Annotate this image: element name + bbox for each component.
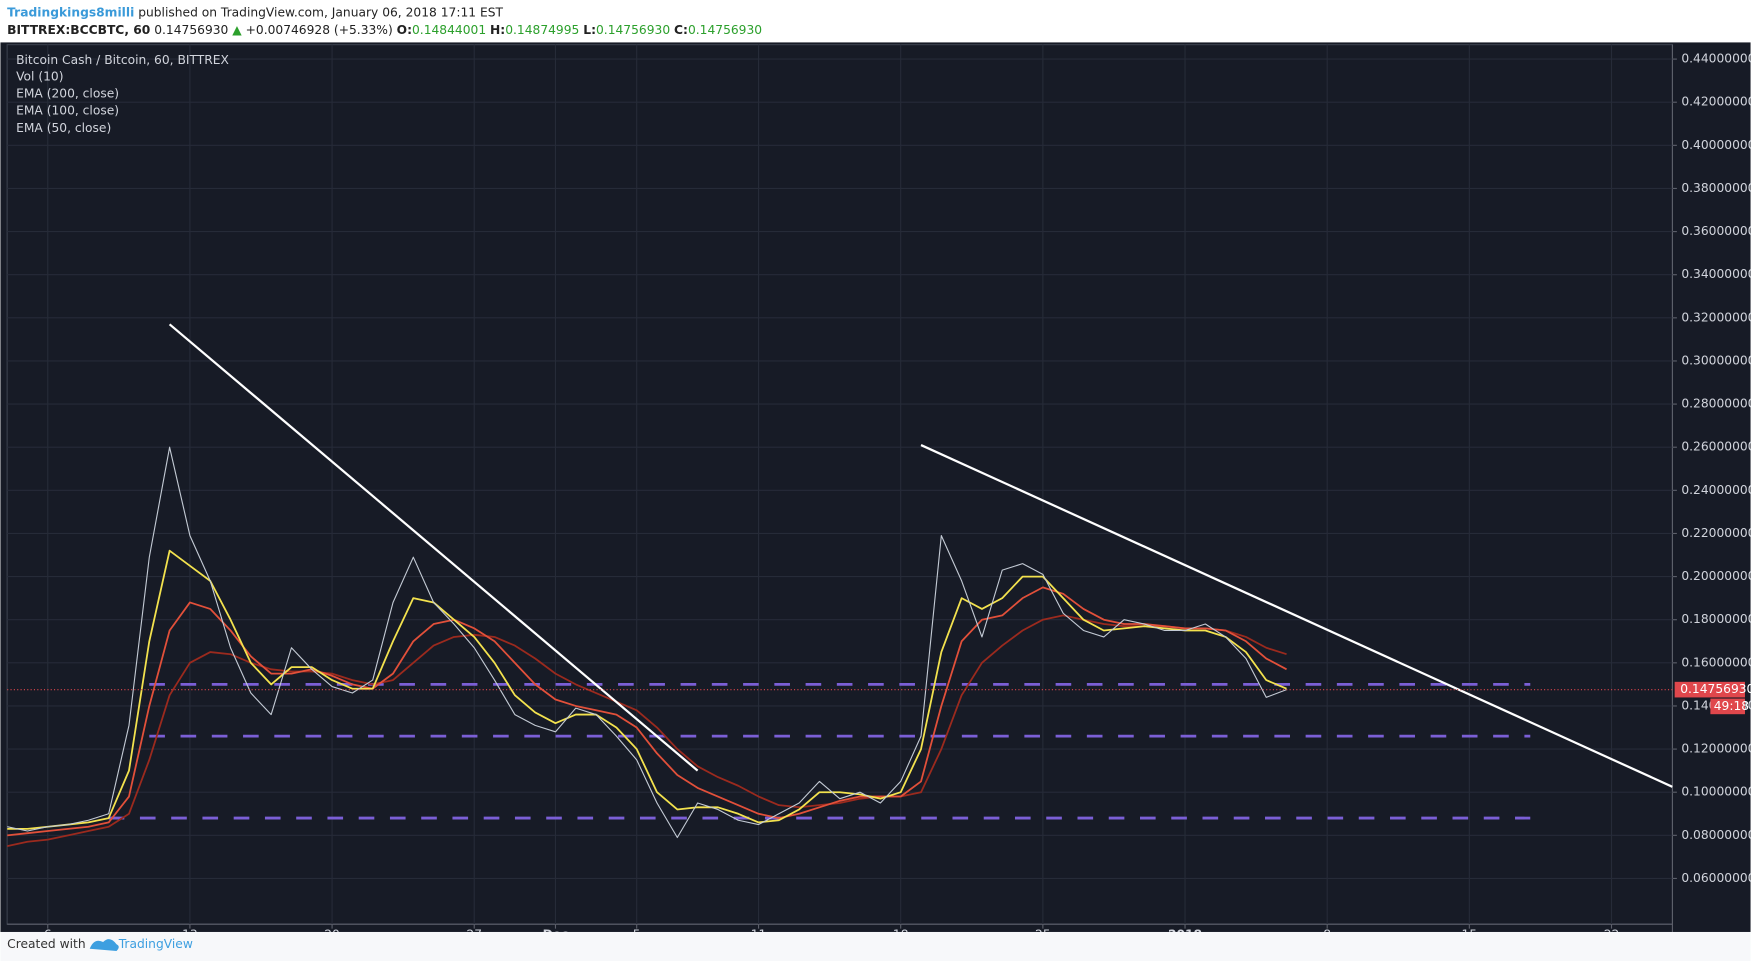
y-tick-label: 0.34000000 <box>1681 267 1751 281</box>
ema-line <box>7 549 1287 830</box>
price: 0.14756930 <box>154 23 228 37</box>
arrow: ▲ <box>232 23 242 37</box>
y-tick-label: 0.40000000 <box>1681 138 1751 152</box>
footer-bar <box>0 931 1751 961</box>
countdown-box <box>1710 698 1745 715</box>
plot-area <box>7 323 1673 847</box>
header-line: Tradingkings8milli published on TradingV… <box>7 5 503 19</box>
symbol-line: BITTREX:BCCBTC, 60 0.14756930 ▲ +0.00746… <box>7 23 762 37</box>
legend-entry: EMA (100, close) <box>16 104 119 118</box>
symbol: BITTREX:BCCBTC, 60 <box>7 23 150 37</box>
close-label: C: <box>674 23 688 37</box>
axes: 0.06000000 0.08000000 0.10000000 0.12000000… <box>44 52 1751 942</box>
y-tick-label: 0.28000000 <box>1681 397 1751 411</box>
chart-title: Bitcoin Cash / Bitcoin, 60, BITTREX <box>16 53 229 67</box>
y-tick-label: 0.24000000 <box>1681 483 1751 497</box>
countdown: 49:18 <box>1714 699 1749 713</box>
y-tick-label: 0.38000000 <box>1681 181 1751 195</box>
last-price-box <box>1674 681 1745 698</box>
y-tick-label: 0.18000000 <box>1681 612 1751 626</box>
low: 0.14756930 <box>596 23 670 37</box>
volume-legend: Vol (10) <box>16 70 63 84</box>
y-tick-label: 0.20000000 <box>1681 569 1751 583</box>
legend-entry: EMA (50, close) <box>16 121 111 135</box>
open-label: O: <box>397 23 412 37</box>
y-tick-label: 0.10000000 <box>1681 785 1751 799</box>
trend-line <box>920 444 1673 788</box>
high-label: H: <box>490 23 505 37</box>
last-price-label: 0.14756930 <box>1680 682 1751 696</box>
published: published on TradingView.com, January 06… <box>138 5 503 19</box>
y-tick-label: 0.26000000 <box>1681 440 1751 454</box>
y-tick-label: 0.06000000 <box>1681 871 1751 885</box>
legend-entry: EMA (200, close) <box>16 86 119 100</box>
ema-line <box>7 586 1287 837</box>
y-tick-label: 0.16000000 <box>1681 655 1751 669</box>
open: 0.14844001 <box>412 23 486 37</box>
grid <box>7 44 1673 925</box>
y-tick-label: 0.22000000 <box>1681 526 1751 540</box>
brand-logo <box>89 939 119 951</box>
change: +0.00746928 (+5.33%) <box>246 23 393 37</box>
low-label: L: <box>583 23 596 37</box>
y-tick-label: 0.42000000 <box>1681 95 1751 109</box>
close: 0.14756930 <box>688 23 762 37</box>
y-tick-label: 0.44000000 <box>1681 52 1751 66</box>
y-tick-label: 0.30000000 <box>1681 353 1751 367</box>
price-line <box>7 446 1287 839</box>
high: 0.14874995 <box>505 23 579 37</box>
footer-brand[interactable]: TradingView <box>118 937 193 951</box>
chart-panel <box>0 42 1751 932</box>
ema-line <box>7 614 1287 847</box>
y-tick-label: 0.08000000 <box>1681 828 1751 842</box>
y-tick-label: 0.32000000 <box>1681 310 1751 324</box>
y-tick-label: 0.12000000 <box>1681 742 1751 756</box>
legend: EMA (200, close) EMA (100, close) EMA (50,… <box>16 86 119 135</box>
trend-line <box>168 323 699 772</box>
author[interactable]: Tradingkings8milli <box>7 5 134 19</box>
y-tick-label: 0.36000000 <box>1681 224 1751 238</box>
footer-created: Created with <box>7 937 85 951</box>
